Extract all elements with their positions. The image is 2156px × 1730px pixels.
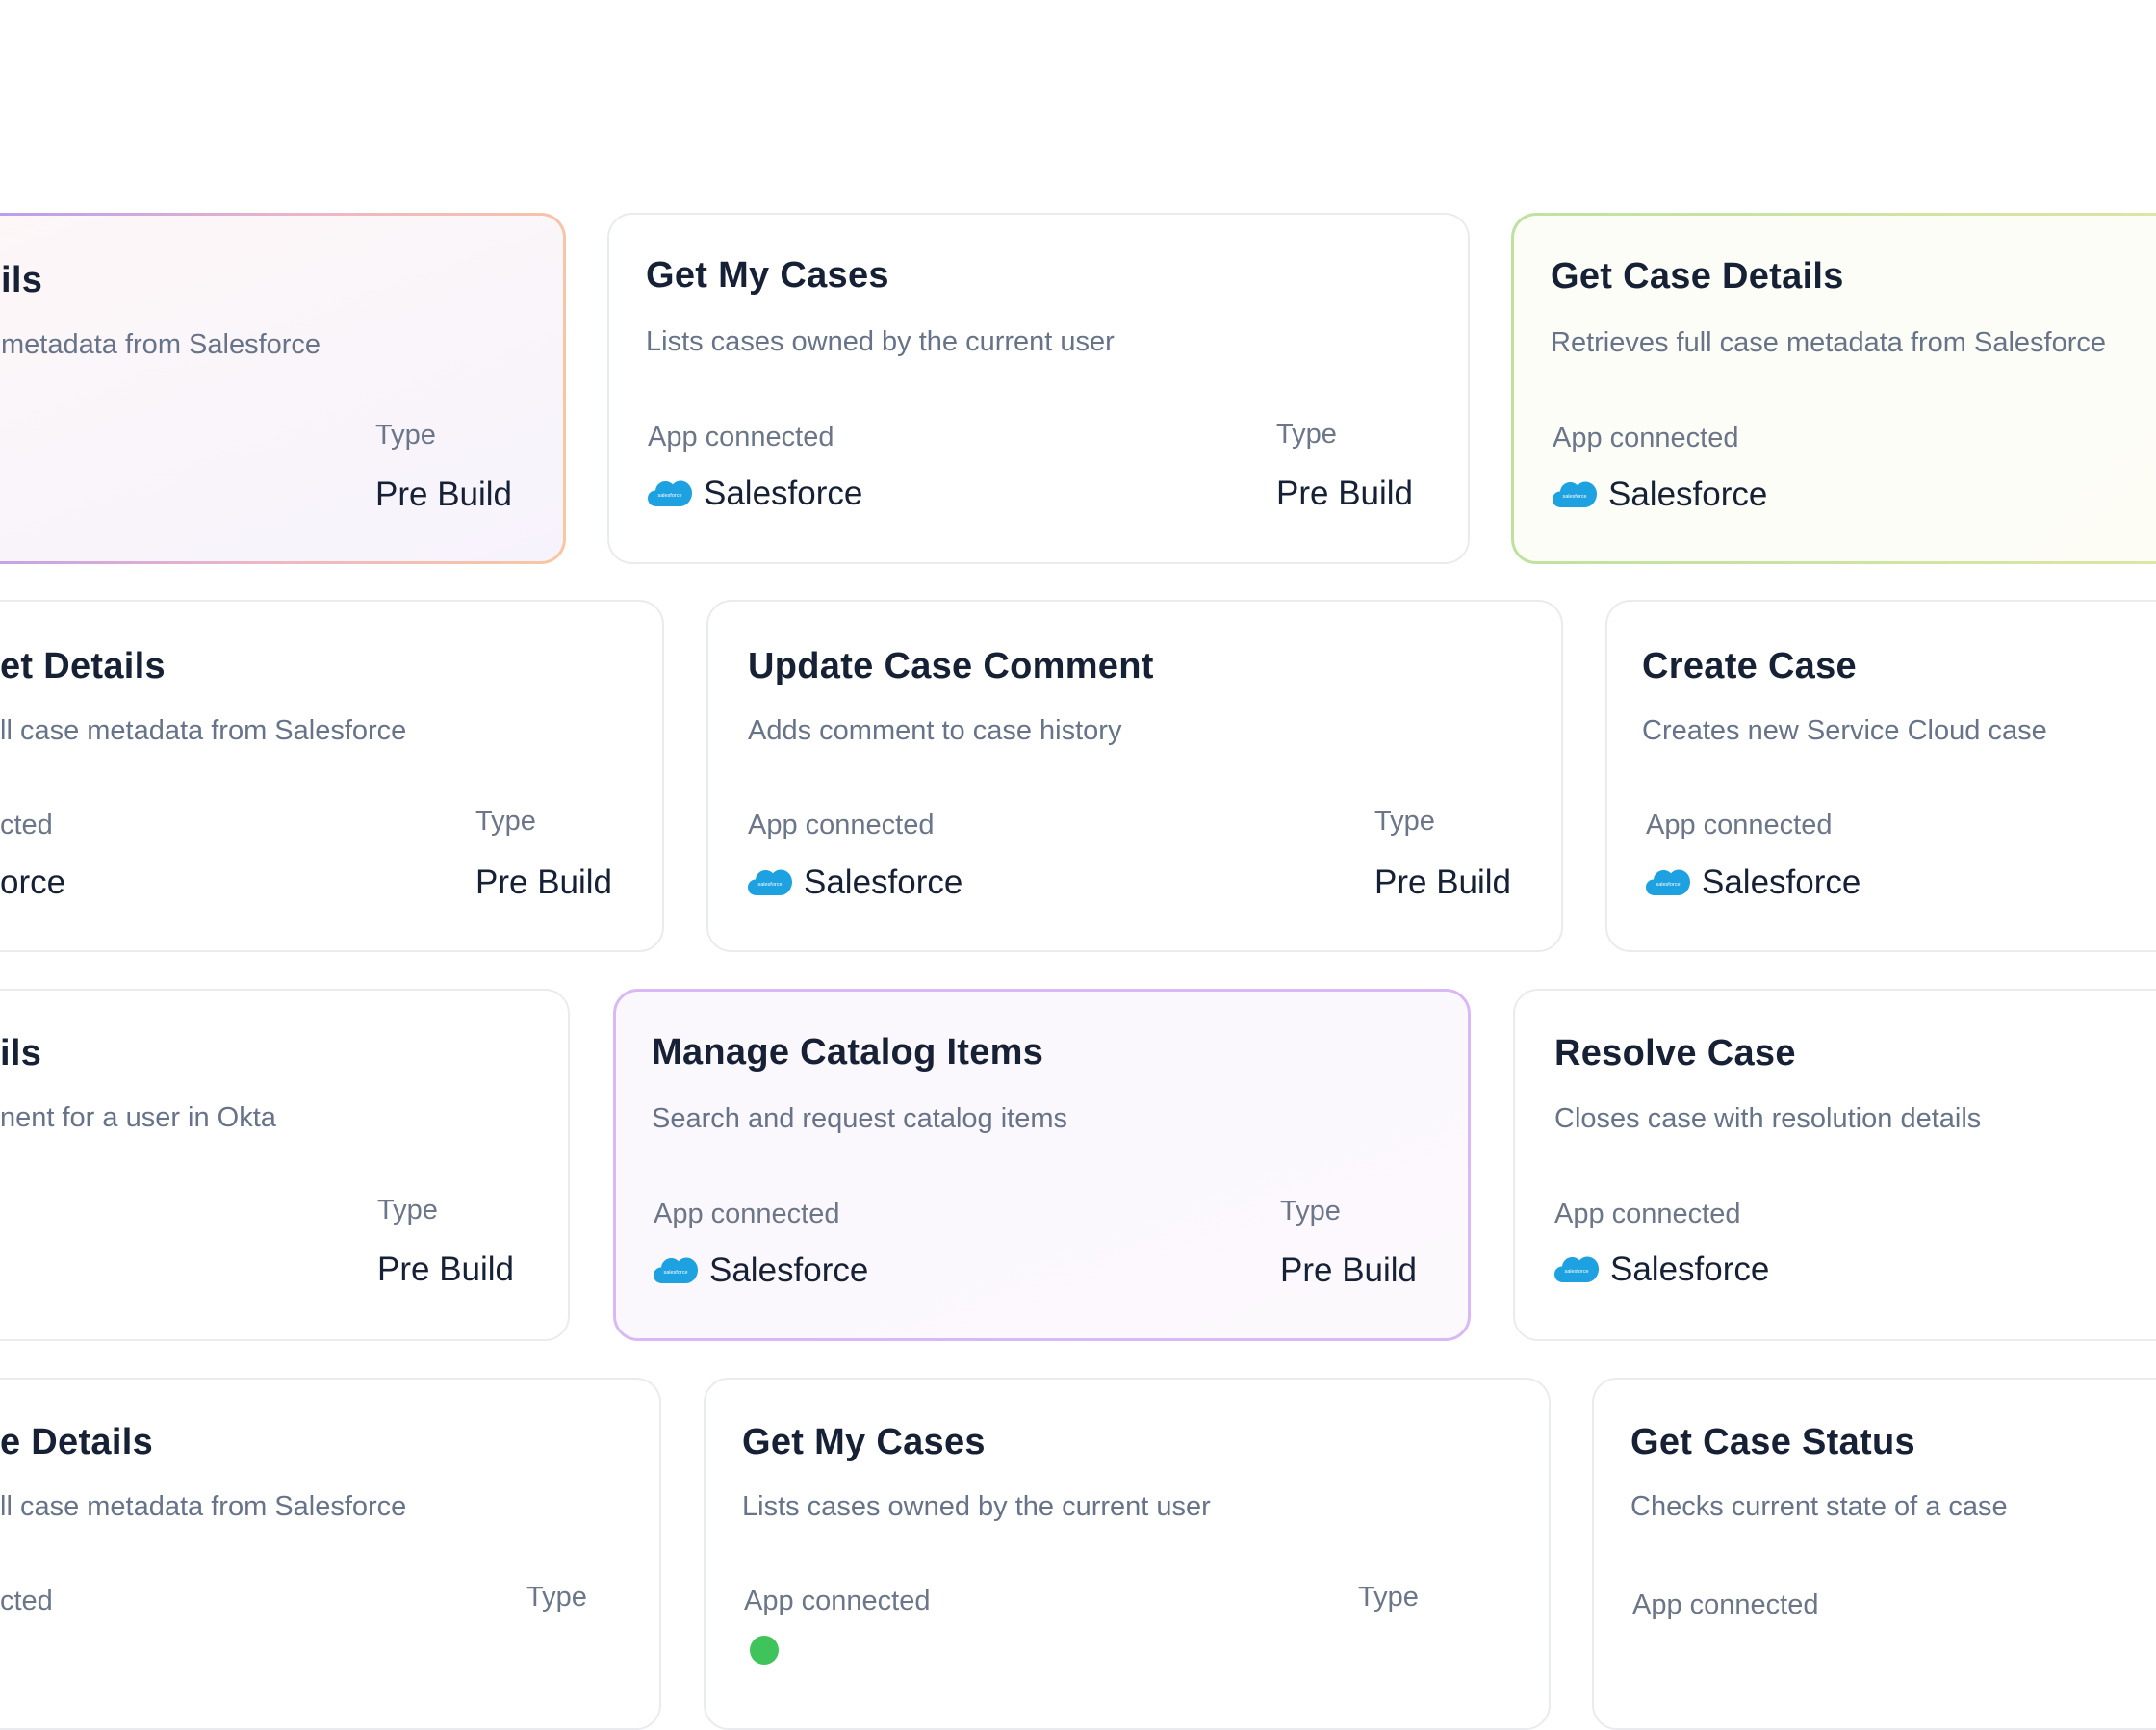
card-description: Search and request catalog items [652, 1103, 1068, 1134]
card-title: Update Case Comment [748, 646, 1154, 686]
card-description: ll case metadata from Salesforce [0, 1491, 407, 1522]
app-connected-label: App connected [1554, 1199, 1741, 1229]
card-title: Resolve Case [1554, 1033, 1796, 1073]
type-value: Pre Build [1276, 475, 1414, 512]
card-description: Retrieves full case metadata from Salesf… [1551, 327, 2107, 358]
card-title: Manage Catalog Items [652, 1032, 1044, 1072]
type-label: Type [1276, 419, 1337, 450]
type-value: Pre Build [475, 864, 613, 901]
app-connected-value: Salesforce [648, 475, 862, 513]
workflow-card[interactable]: Update Case Comment Adds comment to case… [706, 600, 1563, 952]
app-name: Salesforce [804, 864, 963, 901]
app-connected-value: Salesforce [1553, 476, 1767, 514]
workflow-card[interactable]: ils nent for a user in Okta Type Pre Bui… [0, 989, 570, 1341]
salesforce-icon [748, 867, 792, 898]
app-connected-label: App connected [744, 1586, 931, 1616]
app-connected-value: Salesforce [1646, 864, 1861, 902]
app-name: Salesforce [709, 1252, 869, 1289]
app-connected-label: App connected [748, 810, 935, 840]
card-title: Get My Cases [742, 1422, 986, 1462]
workflow-card[interactable]: Get Case Status Checks current state of … [1592, 1378, 2156, 1730]
app-connected-label: App connected [1632, 1589, 1819, 1620]
card-title: Get Case Details [1551, 256, 1844, 297]
workflow-card[interactable]: e Details ll case metadata from Salesfor… [0, 1378, 661, 1730]
card-description: Adds comment to case history [748, 715, 1122, 746]
workflow-card[interactable]: Create Case Creates new Service Cloud ca… [1605, 600, 2156, 952]
type-label: Type [1374, 806, 1435, 837]
salesforce-icon [1646, 867, 1690, 898]
app-connected-label: cted [0, 810, 53, 840]
app-connected-value: Salesforce [654, 1252, 868, 1290]
app-connected-label: cted [0, 1586, 53, 1616]
card-description: Closes case with resolution details [1554, 1103, 1982, 1134]
workflow-card[interactable]: et Details ll case metadata from Salesfo… [0, 600, 664, 952]
type-value: Pre Build [1374, 864, 1512, 901]
app-name: Salesforce [1702, 864, 1861, 901]
type-label: Type [526, 1582, 587, 1613]
workflow-card[interactable]: Get My Cases Lists cases owned by the cu… [607, 213, 1470, 564]
card-description: metadata from Salesforce [1, 329, 321, 360]
app-connected-label: App connected [648, 422, 834, 452]
app-connected-label: App connected [1553, 423, 1739, 453]
workflow-card[interactable]: ils metadata from Salesforce Type Pre Bu… [0, 213, 566, 564]
app-connected-label: App connected [1646, 810, 1833, 840]
card-description: nent for a user in Okta [0, 1102, 276, 1133]
card-description: Lists cases owned by the current user [646, 326, 1115, 357]
card-description: Creates new Service Cloud case [1642, 715, 2047, 746]
card-title: Get Case Status [1630, 1422, 1915, 1462]
workflow-card[interactable]: Get My Cases Lists cases owned by the cu… [704, 1378, 1551, 1730]
card-title: Create Case [1642, 646, 1857, 686]
type-label: Type [375, 420, 436, 451]
card-title: Get My Cases [646, 255, 889, 296]
type-label: Type [1280, 1196, 1341, 1226]
workflow-card[interactable]: Manage Catalog Items Search and request … [613, 989, 1471, 1341]
card-title: et Details [0, 646, 166, 686]
app-connected-value: Salesforce [748, 864, 962, 902]
card-description: ll case metadata from Salesforce [0, 715, 407, 746]
type-value: Pre Build [375, 476, 513, 513]
salesforce-icon [1553, 479, 1597, 510]
app-name: orce [0, 864, 66, 901]
type-label: Type [1358, 1582, 1419, 1613]
workflow-card[interactable]: Resolve Case Closes case with resolution… [1513, 989, 2156, 1341]
card-description: Lists cases owned by the current user [742, 1491, 1211, 1522]
app-connected-value: Salesforce [1554, 1251, 1769, 1289]
salesforce-icon [648, 478, 692, 509]
salesforce-icon [654, 1255, 698, 1286]
type-value: Pre Build [377, 1251, 515, 1288]
app-name: Salesforce [704, 475, 863, 512]
workflow-card[interactable]: Get Case Details Retrieves full case met… [1511, 213, 2156, 564]
app-connected-label: App connected [654, 1199, 840, 1229]
card-title: ils [0, 1033, 42, 1073]
app-name: Salesforce [1610, 1251, 1770, 1288]
type-label: Type [475, 806, 536, 837]
card-title: ils [1, 260, 43, 300]
app-name: Salesforce [1608, 476, 1768, 513]
card-description: Checks current state of a case [1630, 1491, 2008, 1522]
salesforce-icon [1554, 1254, 1599, 1285]
type-value: Pre Build [1280, 1252, 1418, 1289]
card-title: e Details [0, 1422, 154, 1462]
type-label: Type [377, 1195, 438, 1226]
